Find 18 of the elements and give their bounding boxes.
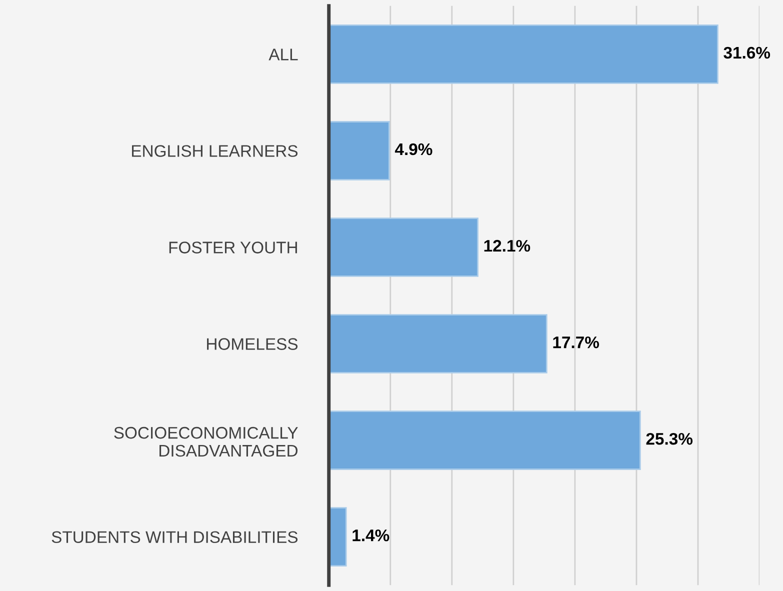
data-label: 1.4% <box>352 530 390 542</box>
bar <box>328 218 478 277</box>
data-label: 31.6% <box>724 46 770 59</box>
bar <box>328 314 548 374</box>
y-tick-label: SOCIOECONOMICALLY DISADVANTAGED <box>114 426 298 457</box>
bar <box>328 410 641 470</box>
data-label: 12.1% <box>484 240 530 252</box>
bar <box>328 24 718 84</box>
y-tick-label: ENGLISH LEARNERS <box>132 145 298 157</box>
data-label: 17.7% <box>553 336 600 348</box>
bar <box>328 121 390 180</box>
bar <box>328 507 347 566</box>
y-tick-label: ALL <box>268 48 298 60</box>
data-label: 25.3% <box>646 432 693 445</box>
y-tick-label: FOSTER YOUTH <box>169 242 297 254</box>
y-tick-label: STUDENTS WITH DISABILITIES <box>52 531 298 544</box>
y-tick-label: HOMELESS <box>207 338 298 350</box>
data-label: 4.9% <box>394 143 432 156</box>
